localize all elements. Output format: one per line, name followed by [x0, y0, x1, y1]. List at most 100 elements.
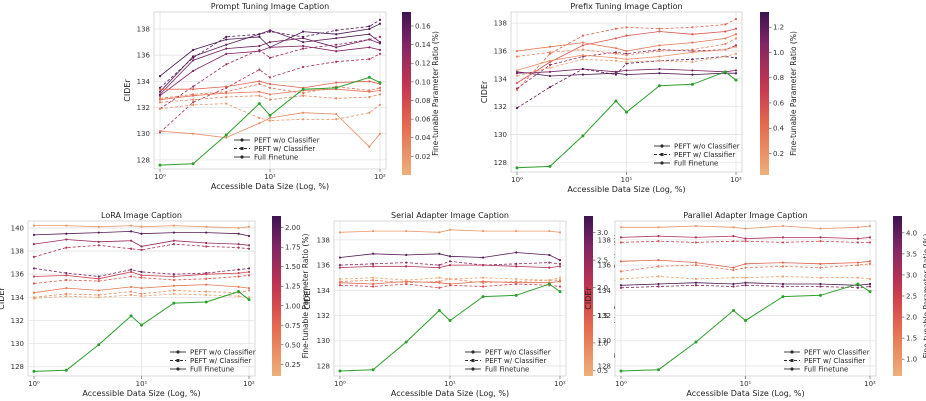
data-point	[158, 163, 162, 167]
data-point	[302, 92, 305, 95]
y-tick-label: 134	[598, 287, 612, 295]
colorbar-tick-label: 2.5	[906, 293, 917, 301]
data-point	[65, 274, 68, 277]
x-tick-label: 10²	[554, 380, 566, 388]
data-point	[619, 284, 623, 287]
data-point	[619, 236, 623, 239]
data-point	[247, 298, 251, 302]
data-point	[338, 280, 342, 283]
legend-label: PEFT w/ Classifier	[674, 151, 735, 159]
x-axis-label: Accessible Data Size (Log, %)	[686, 389, 804, 398]
data-point	[237, 268, 240, 271]
data-point	[781, 285, 785, 288]
data-point	[548, 74, 552, 78]
data-point	[97, 275, 100, 278]
data-point	[734, 33, 738, 36]
data-point	[581, 54, 585, 57]
data-point	[225, 90, 228, 93]
data-point	[732, 240, 735, 243]
data-point	[619, 369, 623, 373]
data-point	[405, 281, 408, 284]
data-point	[547, 282, 551, 286]
data-point	[558, 231, 562, 234]
data-point	[158, 90, 162, 93]
data-point	[781, 275, 785, 278]
data-point	[691, 69, 694, 72]
data-point	[657, 282, 660, 286]
data-point	[368, 95, 371, 99]
data-point	[258, 94, 261, 97]
data-point	[781, 236, 785, 239]
data-point	[657, 84, 661, 88]
chart-panel-1: 128 130 132 134 136 138 10⁰ 10¹ 10² Prompt Tuning…	[123, 2, 440, 191]
data-point	[548, 70, 552, 73]
x-tick-label: 10¹	[136, 380, 148, 388]
legend-marker	[790, 367, 794, 371]
data-point	[378, 35, 382, 38]
data-point	[334, 86, 338, 90]
colorbar-tick-label: 0.5	[597, 367, 608, 375]
data-point	[247, 296, 251, 299]
data-point	[581, 134, 585, 138]
data-point	[302, 65, 305, 69]
data-point	[856, 241, 860, 244]
series-line-peft	[620, 275, 871, 280]
data-point	[368, 25, 371, 28]
y-axis-label: CIDEr	[303, 287, 312, 310]
data-point	[819, 262, 822, 265]
data-point	[482, 276, 485, 279]
data-point	[302, 94, 305, 97]
data-point	[744, 319, 747, 323]
legend-marker	[660, 153, 664, 156]
data-point	[734, 72, 738, 75]
data-point	[691, 33, 694, 36]
data-point	[868, 236, 872, 239]
series-line-peft	[33, 268, 250, 277]
data-point	[225, 136, 228, 139]
data-point	[335, 43, 338, 46]
data-point	[619, 260, 623, 263]
legend-marker	[176, 367, 180, 371]
data-point	[581, 73, 585, 76]
colorbar-tick-label: 0.75	[285, 322, 301, 330]
data-point	[448, 319, 452, 323]
data-point	[658, 72, 661, 75]
data-point	[481, 295, 485, 299]
x-tick-label: 10¹	[264, 173, 276, 181]
data-point	[744, 240, 747, 243]
data-point	[548, 66, 552, 69]
data-point	[438, 276, 441, 279]
data-point	[614, 56, 617, 60]
data-point	[205, 283, 208, 286]
data-point	[690, 82, 694, 86]
data-point	[548, 253, 551, 257]
data-point	[338, 284, 342, 287]
data-point	[658, 44, 661, 47]
data-point	[140, 323, 143, 327]
y-tick-label: 132	[11, 317, 24, 325]
data-point	[65, 295, 68, 298]
colorbar-tick-label: 0.12	[415, 60, 431, 68]
data-point	[368, 145, 371, 148]
data-point	[581, 34, 585, 37]
data-point	[172, 224, 175, 227]
x-axis-label: Accessible Data Size (Log, %)	[391, 389, 509, 398]
data-point	[258, 33, 261, 36]
data-point	[558, 279, 562, 282]
data-point	[237, 232, 240, 235]
data-point	[335, 81, 338, 84]
y-tick-label: 128	[317, 362, 330, 370]
y-axis-label: CIDEr	[0, 287, 6, 310]
data-point	[247, 225, 251, 228]
data-point	[744, 266, 747, 269]
data-point	[192, 59, 195, 62]
data-point	[625, 54, 628, 57]
y-tick-label: 138	[494, 20, 507, 28]
legend-label: PEFT w/ Classifier	[804, 357, 865, 365]
data-point	[192, 103, 195, 106]
y-axis-label: CIDEr	[584, 287, 593, 310]
data-point	[97, 293, 100, 297]
data-point	[625, 34, 628, 37]
y-tick-label: 134	[494, 75, 508, 83]
